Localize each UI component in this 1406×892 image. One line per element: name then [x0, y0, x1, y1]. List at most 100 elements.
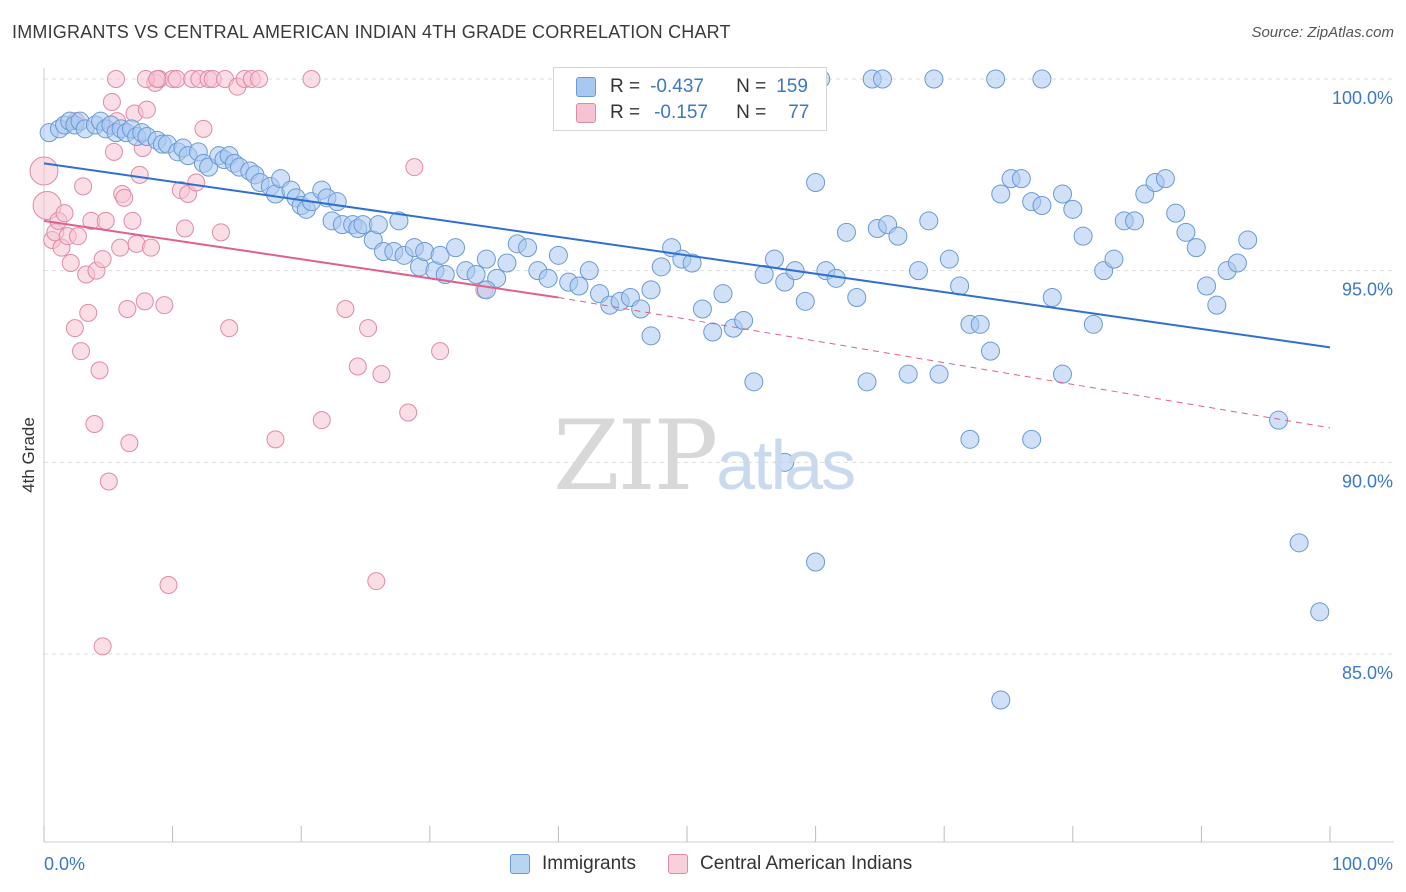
point-immigrants [1227, 253, 1247, 273]
bottom-legend-label-central-american-indians: Central American Indians [699, 853, 913, 874]
point-central-american-indians [68, 227, 87, 246]
point-central-american-indians [211, 223, 230, 242]
point-immigrants [692, 299, 712, 319]
point-central-american-indians [79, 303, 98, 322]
point-central-american-indians [372, 365, 391, 384]
point-immigrants [980, 341, 1000, 361]
bottom-legend-swatch-immigrants [510, 854, 530, 874]
point-central-american-indians [250, 70, 269, 88]
point-central-american-indians [104, 142, 123, 161]
legend: R = -0.437 N = 159 R = -0.157 N = 77 [553, 67, 827, 131]
point-immigrants [908, 261, 928, 281]
bottom-legend-immigrants: Immigrants [510, 853, 636, 875]
point-immigrants [1186, 238, 1206, 258]
point-central-american-indians [93, 637, 112, 656]
point-central-american-indians [65, 319, 84, 338]
point-immigrants [1176, 222, 1196, 242]
point-immigrants [538, 268, 558, 288]
watermark-zip: ZIP [553, 400, 718, 512]
point-central-american-indians [61, 254, 80, 272]
legend-row-central-american-indians: R = -0.157 N = 77 [576, 101, 809, 125]
legend-r-label: R = [610, 76, 641, 97]
point-immigrants [1207, 295, 1227, 315]
point-central-american-indians [123, 211, 142, 230]
point-immigrants [764, 249, 784, 269]
point-immigrants [1125, 211, 1145, 231]
legend-n-value: 159 [776, 76, 808, 97]
legend-r-value: -0.437 [650, 76, 704, 97]
point-central-american-indians [96, 211, 115, 230]
point-immigrants [775, 452, 795, 472]
point-central-american-indians [336, 300, 355, 318]
chart-title: IMMIGRANTS VS CENTRAL AMERICAN INDIAN 4T… [12, 22, 731, 42]
point-immigrants [744, 372, 764, 392]
point-immigrants [1155, 169, 1175, 189]
y-tick-label: 95.0% [1342, 280, 1393, 300]
point-central-american-indians [187, 173, 206, 192]
point-immigrants [497, 253, 517, 273]
point-immigrants [579, 261, 599, 281]
point-central-american-indians [135, 292, 154, 311]
point-central-american-indians [367, 572, 386, 591]
point-immigrants [970, 314, 990, 334]
bottom-legend-label-immigrants: Immigrants [542, 853, 636, 874]
trendline-dashed-central-american-indians [558, 297, 1331, 429]
point-immigrants [872, 69, 892, 89]
point-immigrants [857, 372, 877, 392]
point-central-american-indians [102, 93, 121, 111]
point-immigrants [939, 249, 959, 269]
point-immigrants [651, 257, 671, 277]
point-immigrants [548, 245, 568, 265]
point-immigrants [1083, 314, 1103, 334]
point-central-american-indians [85, 415, 104, 433]
point-immigrants [430, 245, 450, 265]
legend-r-value: -0.157 [654, 102, 708, 123]
legend-swatch-immigrants [576, 77, 596, 97]
bottom-legend: Immigrants Central American Indians [510, 853, 944, 875]
x-tick-label-max: 100.0% [1332, 854, 1393, 874]
point-immigrants [631, 299, 651, 319]
legend-swatch-central-american-indians [576, 103, 596, 123]
point-central-american-indians [107, 70, 126, 88]
point-immigrants [476, 280, 496, 300]
point-immigrants [1011, 169, 1031, 189]
point-central-american-indians [74, 177, 93, 196]
point-central-american-indians [111, 238, 130, 257]
point-central-american-indians [359, 319, 378, 338]
watermark: ZIPatlas [553, 400, 856, 512]
point-central-american-indians [399, 403, 418, 422]
point-central-american-indians [167, 70, 186, 88]
point-central-american-indians [130, 165, 149, 184]
point-central-american-indians [93, 250, 112, 269]
trendline-central-american-indians [43, 219, 559, 299]
legend-n-label: N = [736, 102, 767, 123]
point-immigrants [466, 265, 486, 284]
point-immigrants [1166, 203, 1186, 223]
point-immigrants [569, 276, 589, 296]
watermark-atlas: atlas [716, 426, 856, 504]
point-central-american-indians [55, 204, 74, 223]
y-axis-title: 4th Grade [19, 417, 38, 493]
point-central-american-indians [141, 238, 160, 257]
point-immigrants [1238, 230, 1258, 250]
point-immigrants [795, 291, 815, 311]
legend-r-label: R = [610, 102, 641, 123]
point-immigrants [1197, 276, 1217, 296]
point-immigrants [389, 211, 409, 231]
point-central-american-indians [194, 119, 213, 138]
point-immigrants [991, 184, 1011, 204]
point-immigrants [1073, 226, 1093, 246]
point-immigrants [806, 552, 826, 572]
point-immigrants [518, 238, 538, 258]
point-immigrants [847, 288, 867, 307]
legend-row-immigrants: R = -0.437 N = 159 [576, 75, 808, 99]
point-central-american-indians [159, 576, 178, 594]
y-tick-label: 90.0% [1342, 471, 1393, 491]
point-immigrants [1032, 196, 1052, 215]
point-immigrants [327, 192, 347, 212]
point-immigrants [713, 284, 733, 304]
legend-n-value: 77 [788, 102, 810, 123]
x-tick-label-min: 0.0% [44, 854, 85, 874]
point-central-american-indians [175, 219, 194, 238]
